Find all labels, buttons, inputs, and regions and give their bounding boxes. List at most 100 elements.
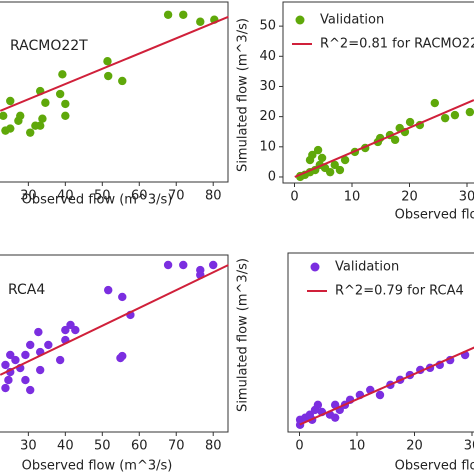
x-tick-label: 20 <box>401 190 418 205</box>
x-tick-label: 60 <box>131 189 148 204</box>
point <box>317 153 327 163</box>
fit-line <box>0 264 229 376</box>
point <box>103 57 112 66</box>
y-tick-label: 0 <box>268 169 276 184</box>
x-tick-label: 30 <box>20 189 37 204</box>
point <box>55 89 65 99</box>
fit-line <box>299 346 474 426</box>
point <box>61 111 70 121</box>
legend-marker <box>310 262 320 272</box>
point <box>35 365 45 375</box>
point <box>61 99 70 109</box>
point <box>1 126 10 135</box>
x-tick-label: 30 <box>459 190 474 205</box>
point <box>440 113 450 123</box>
point <box>163 260 173 270</box>
point <box>325 167 335 177</box>
legend-label: R^2=0.79 for RCA4 <box>335 284 464 299</box>
point <box>21 350 30 360</box>
x-tick-label: 10 <box>344 190 361 205</box>
point <box>209 260 218 270</box>
point <box>6 96 15 106</box>
point <box>450 110 460 120</box>
point <box>55 355 65 365</box>
point <box>196 17 205 26</box>
x-tick-label: 70 <box>168 189 185 204</box>
point <box>179 10 188 19</box>
legend-label: Validation <box>320 13 384 28</box>
panel-label: RACMO22T <box>10 38 88 54</box>
point <box>430 98 439 108</box>
point <box>14 116 23 125</box>
point <box>1 383 10 393</box>
legend-label: R^2=0.81 for RACMO22T <box>320 37 474 52</box>
plot-frame <box>282 1 474 184</box>
legend-label: Validation <box>335 260 399 275</box>
point <box>41 98 50 107</box>
point <box>11 355 20 365</box>
x-axis-label: Observed flow (m^3/s) <box>395 208 474 223</box>
point <box>26 385 35 395</box>
point <box>313 145 323 155</box>
point <box>330 413 340 422</box>
point <box>104 285 113 295</box>
fit-line <box>294 99 474 178</box>
x-tick-label: 80 <box>205 439 222 454</box>
panel-label: RCA4 <box>8 282 45 298</box>
x-tick-label: 50 <box>94 439 111 454</box>
y-axis-label: Simulated flow (m^3/s) <box>236 258 251 412</box>
point <box>118 292 127 302</box>
point <box>34 327 43 337</box>
x-tick-label: 80 <box>205 189 222 204</box>
point <box>0 111 8 121</box>
point <box>26 128 35 137</box>
x-tick-label: 20 <box>406 439 423 454</box>
x-tick-label: 10 <box>349 439 366 454</box>
point <box>66 320 75 330</box>
x-tick-label: 30 <box>464 439 474 454</box>
point <box>118 351 127 361</box>
point <box>179 260 188 270</box>
y-tick-label: 40 <box>259 49 276 64</box>
point <box>163 10 173 19</box>
point <box>313 400 323 410</box>
point <box>390 135 400 145</box>
point <box>61 325 70 335</box>
point <box>4 375 13 385</box>
x-axis-label: Observed flow (m^3/s) <box>22 459 173 474</box>
point <box>335 165 345 175</box>
point <box>118 76 127 86</box>
point <box>26 340 35 350</box>
point <box>330 160 339 170</box>
x-tick-label: 0 <box>290 190 298 205</box>
x-tick-label: 0 <box>295 439 303 454</box>
point <box>465 107 474 117</box>
y-tick-label: 30 <box>259 79 276 94</box>
point <box>1 360 10 370</box>
point <box>31 121 40 130</box>
point <box>405 117 415 127</box>
fit-line <box>0 15 229 112</box>
x-axis-label: Observed flow (m^3/s) <box>395 459 474 474</box>
point <box>21 375 30 385</box>
x-tick-label: 50 <box>94 189 111 204</box>
y-tick-label: 20 <box>259 109 276 124</box>
point <box>58 70 67 79</box>
x-tick-label: 70 <box>168 439 185 454</box>
point <box>375 390 385 400</box>
point <box>308 150 317 160</box>
x-tick-label: 30 <box>20 439 37 454</box>
y-tick-label: 50 <box>259 19 276 34</box>
point <box>38 114 47 123</box>
y-axis-label: Simulated flow (m^3/s) <box>236 18 251 172</box>
x-tick-label: 40 <box>57 439 74 454</box>
point <box>340 155 350 165</box>
x-tick-label: 40 <box>57 189 74 204</box>
point <box>44 340 53 350</box>
plot-frame <box>0 254 229 433</box>
legend-marker <box>295 15 305 25</box>
x-tick-label: 60 <box>131 439 148 454</box>
plot-frame <box>287 252 474 433</box>
x-axis-label: Observed flow (m^3/s) <box>22 193 173 208</box>
